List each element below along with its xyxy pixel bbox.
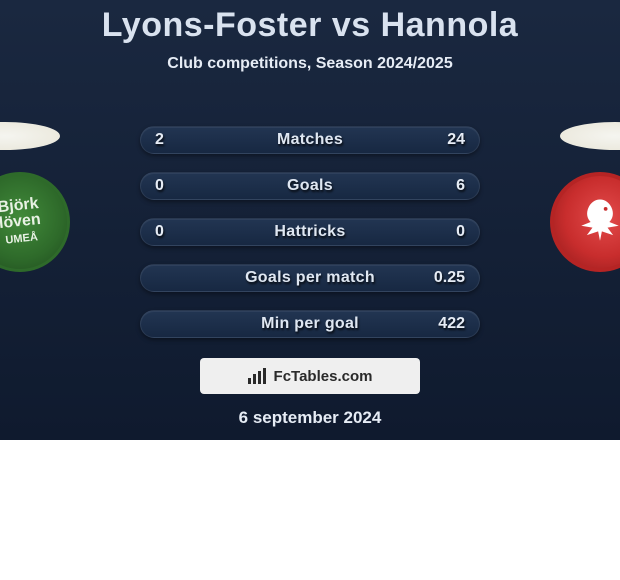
comparison-card: Lyons-Foster vs Hannola Club competition…	[0, 0, 620, 440]
date-text: 6 september 2024	[0, 408, 620, 428]
left-value: 0	[155, 177, 164, 195]
bar-chart-icon	[248, 368, 268, 384]
right-value: 422	[438, 315, 465, 333]
left-club-text: BjörklövenUMEÅ	[0, 196, 43, 248]
stat-row-goals: 0 Goals 6	[140, 172, 480, 200]
stat-row-hattricks: 0 Hattricks 0	[140, 218, 480, 246]
right-value: 6	[456, 177, 465, 195]
page-title: Lyons-Foster vs Hannola	[0, 0, 620, 45]
eagle-icon	[570, 192, 620, 252]
stat-rows: 2 Matches 24 0 Goals 6 0 Hattricks 0 Goa…	[140, 126, 480, 356]
site-badge[interactable]: FcTables.com	[200, 358, 420, 394]
stat-row-min-per-goal: Min per goal 422	[140, 310, 480, 338]
left-value: 2	[155, 131, 164, 149]
left-club-logo: BjörklövenUMEÅ	[0, 172, 70, 272]
stat-label: Goals	[287, 177, 333, 195]
stat-label: Hattricks	[274, 223, 345, 241]
right-player-flag	[560, 122, 620, 150]
left-player-flag	[0, 122, 60, 150]
stat-row-goals-per-match: Goals per match 0.25	[140, 264, 480, 292]
stat-label: Min per goal	[261, 315, 359, 333]
right-club-logo	[550, 172, 620, 272]
stat-label: Goals per match	[245, 269, 375, 287]
stat-label: Matches	[277, 131, 343, 149]
left-value: 0	[155, 223, 164, 241]
right-value: 0	[456, 223, 465, 241]
right-value: 24	[447, 131, 465, 149]
subtitle: Club competitions, Season 2024/2025	[0, 55, 620, 73]
site-label: FcTables.com	[274, 368, 373, 385]
stat-row-matches: 2 Matches 24	[140, 126, 480, 154]
right-value: 0.25	[434, 269, 465, 287]
